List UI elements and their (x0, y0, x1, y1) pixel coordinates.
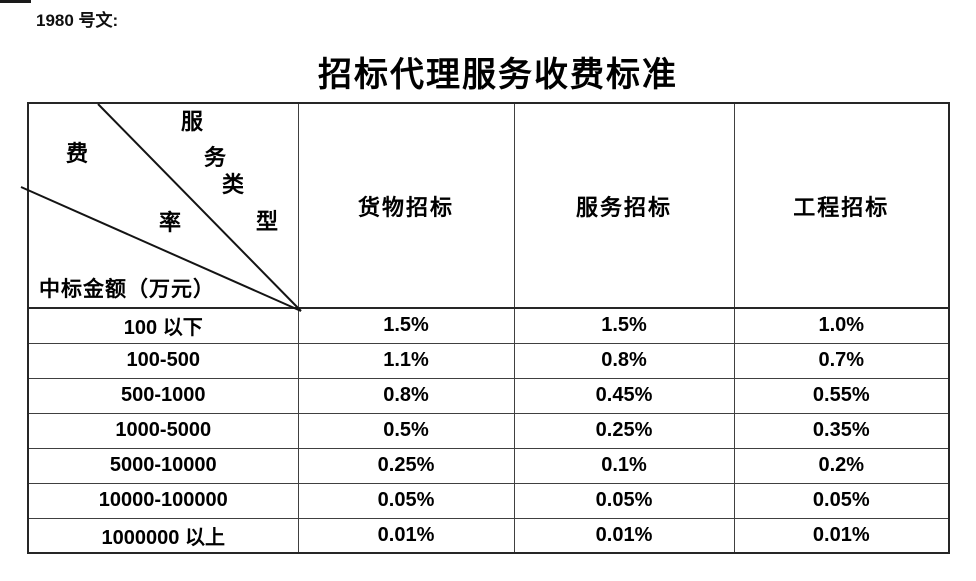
type-label-char: 服 (180, 109, 204, 134)
engineering-rate-cell: 1.0% (733, 307, 950, 344)
amount-range-cell: 100 以下 (27, 307, 299, 344)
fee-rate-table: 服 务 类 型 费 率 中标金额（万元） 货物招标 服务招标 工程招标 100 … (20, 102, 950, 554)
engineering-rate-cell: 0.01% (733, 517, 950, 554)
table-row: 1000000 以上 0.01% 0.01% 0.01% (27, 517, 950, 554)
type-label-char: 型 (255, 209, 279, 234)
amount-axis-label: 中标金额（万元） (39, 277, 215, 301)
goods-rate-cell: 1.5% (297, 307, 515, 344)
service-rate-cell: 0.1% (513, 447, 735, 484)
doc-number: 1980 号文: (36, 11, 119, 30)
table-row: 1000-5000 0.5% 0.25% 0.35% (27, 412, 950, 449)
page-edge-mark (0, 0, 31, 3)
fee-label-char: 费 (65, 141, 89, 166)
amount-range-cell: 1000000 以上 (27, 517, 299, 554)
header-row: 服 务 类 型 费 率 中标金额（万元） 货物招标 服务招标 工程招标 (20, 102, 950, 312)
goods-rate-cell: 1.1% (297, 342, 515, 379)
type-label-char: 类 (221, 172, 245, 197)
page-title: 招标代理服务收费标准 (318, 57, 678, 94)
service-rate-cell: 1.5% (513, 307, 735, 344)
diagonal-corner-cell: 服 务 类 型 费 率 中标金额（万元） (20, 102, 302, 312)
service-rate-cell: 0.25% (513, 412, 735, 449)
column-header-engineering: 工程招标 (733, 102, 950, 309)
table-body: 100 以下 1.5% 1.5% 1.0% 100-500 1.1% 0.8% … (27, 307, 950, 554)
table-row: 100-500 1.1% 0.8% 0.7% (27, 342, 950, 379)
amount-range-cell: 10000-100000 (27, 482, 299, 519)
engineering-rate-cell: 0.7% (733, 342, 950, 379)
amount-range-cell: 500-1000 (27, 377, 299, 414)
goods-rate-cell: 0.25% (297, 447, 515, 484)
column-header-goods: 货物招标 (297, 102, 515, 309)
goods-rate-cell: 0.01% (297, 517, 515, 554)
diagonal-lines (20, 103, 302, 312)
service-rate-cell: 0.8% (513, 342, 735, 379)
goods-rate-cell: 0.5% (297, 412, 515, 449)
service-rate-cell: 0.01% (513, 517, 735, 554)
service-rate-cell: 0.05% (513, 482, 735, 519)
amount-range-cell: 1000-5000 (27, 412, 299, 449)
type-label-char: 务 (203, 145, 227, 170)
engineering-rate-cell: 0.05% (733, 482, 950, 519)
goods-rate-cell: 0.05% (297, 482, 515, 519)
fee-label-char: 率 (158, 210, 182, 235)
amount-range-cell: 100-500 (27, 342, 299, 379)
table-row: 100 以下 1.5% 1.5% 1.0% (27, 307, 950, 344)
engineering-rate-cell: 0.55% (733, 377, 950, 414)
goods-rate-cell: 0.8% (297, 377, 515, 414)
table-row: 5000-10000 0.25% 0.1% 0.2% (27, 447, 950, 484)
column-header-service: 服务招标 (513, 102, 735, 309)
amount-range-cell: 5000-10000 (27, 447, 299, 484)
table-row: 500-1000 0.8% 0.45% 0.55% (27, 377, 950, 414)
engineering-rate-cell: 0.2% (733, 447, 950, 484)
engineering-rate-cell: 0.35% (733, 412, 950, 449)
service-rate-cell: 0.45% (513, 377, 735, 414)
table-row: 10000-100000 0.05% 0.05% 0.05% (27, 482, 950, 519)
